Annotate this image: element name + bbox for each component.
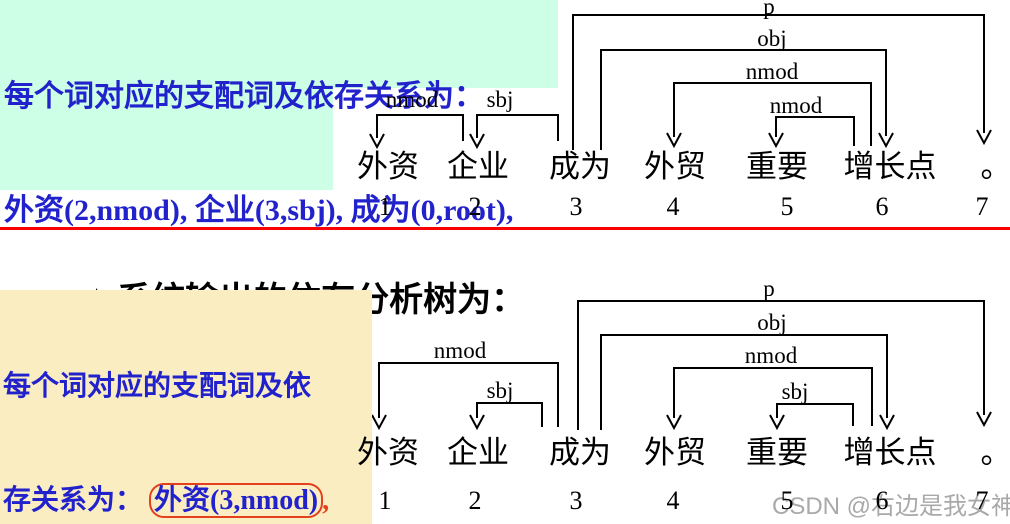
- t1-word-5: 重要: [746, 149, 808, 184]
- t1-index-5: 5: [780, 192, 794, 221]
- t2-word-4: 外贸: [644, 435, 706, 470]
- system-line-2-prefix: 存关系为：: [3, 485, 151, 516]
- arc-label-p: p: [763, 276, 775, 301]
- t2-index-3: 3: [569, 486, 583, 515]
- t1-index-3: 3: [569, 192, 583, 221]
- t1-index-1: 1: [378, 192, 392, 221]
- t2-index-4: 4: [666, 486, 680, 515]
- arc-t1-sbj-3-2: [469, 114, 559, 150]
- arc-t1-nmod-2-1: [369, 114, 464, 150]
- tree-background-patch: [333, 88, 558, 190]
- arc-label-nmod: nmod: [769, 93, 823, 118]
- t2-word-6: 增长点: [843, 435, 937, 470]
- arc-label-sbj: sbj: [781, 379, 809, 404]
- arc-t2-nmod-3-1: [371, 362, 559, 431]
- arc-t2-nmod-6-4: [666, 367, 873, 431]
- t2-index-5: 5: [780, 486, 794, 515]
- t2-word-7: 。: [980, 435, 1010, 470]
- arc-label-sbj: sbj: [486, 378, 514, 403]
- t2-index-2: 2: [468, 486, 482, 515]
- arc-label-nmod: nmod: [744, 343, 798, 368]
- t2-word-1: 外资: [357, 435, 419, 470]
- t1-index-7: 7: [975, 192, 989, 221]
- system-line-2: 存关系为： 外资(3,nmod),: [3, 482, 372, 520]
- t2-index-6: 6: [875, 486, 889, 515]
- arc-label-nmod: nmod: [745, 59, 799, 84]
- system-output-box: [0, 290, 372, 524]
- t1-word-6: 增长点: [843, 149, 937, 184]
- arc-t1-obj-3-6: [600, 49, 894, 150]
- t2-word-2: 企业: [447, 435, 509, 470]
- t1-index-6: 6: [875, 192, 889, 221]
- divider-line: [0, 227, 1010, 230]
- t1-word-2: 企业: [447, 149, 509, 184]
- error-highlight-oval: 外资(3,nmod): [149, 483, 324, 518]
- watermark: CSDN @右边是我女神: [772, 493, 1010, 520]
- t2-word-3: 成为: [549, 435, 611, 470]
- arc-t2-sbj-3-2: [469, 402, 543, 431]
- arc-label-obj: obj: [757, 310, 787, 335]
- t1-word-4: 外贸: [644, 149, 706, 184]
- t1-word-3: 成为: [549, 149, 611, 184]
- red-comma: ,: [322, 485, 330, 516]
- arc-t2-obj-3-6: [600, 334, 895, 431]
- arc-label-obj: obj: [757, 26, 787, 51]
- t2-word-5: 重要: [746, 435, 808, 470]
- arc-t1-nmod-6-4: [666, 82, 872, 149]
- system-output-text: 每个词对应的支配词及依 存关系为： 外资(3,nmod), 企业(3,sbj),…: [3, 292, 372, 524]
- gold-line-2: 外资(2,nmod), 企业(3,sbj), 成为(0,root),: [4, 194, 514, 227]
- t1-word-7: 。: [980, 149, 1010, 184]
- gold-line-1: 每个词对应的支配词及依存关系为：: [4, 80, 484, 113]
- arc-label-nmod: nmod: [385, 87, 439, 112]
- arc-label-p: p: [763, 0, 775, 19]
- t2-index-7: 7: [975, 486, 989, 515]
- t1-index-4: 4: [666, 192, 680, 221]
- t1-word-1: 外资: [357, 149, 419, 184]
- arc-t2-p-3-7: [577, 300, 992, 430]
- t2-index-1: 1: [378, 486, 392, 515]
- arc-t2-sbj-6-5: [769, 403, 854, 431]
- arc-t1-nmod-6-5: [768, 116, 855, 149]
- arc-label-sbj: sbj: [486, 87, 514, 112]
- system-line-1: 每个词对应的支配词及依: [3, 371, 312, 402]
- arc-t1-p-3-7: [572, 14, 992, 150]
- t1-index-2: 2: [468, 192, 482, 221]
- arc-label-nmod: nmod: [433, 338, 487, 363]
